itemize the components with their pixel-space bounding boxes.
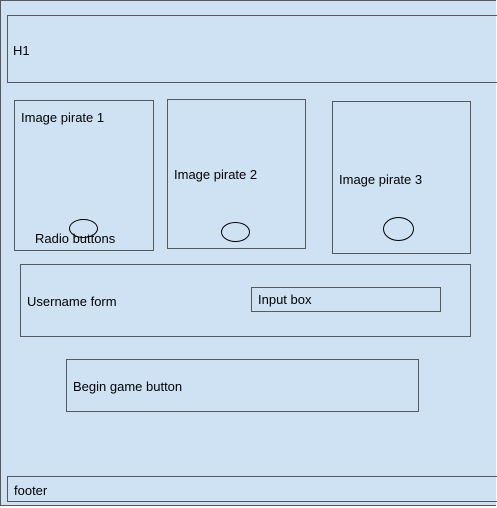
radio-button-3[interactable] xyxy=(383,217,414,241)
pirate-2-label: Image pirate 2 xyxy=(174,167,258,182)
header-box: H1 xyxy=(7,15,497,83)
pirate-card-1: Image pirate 1 Radio buttons xyxy=(14,100,154,251)
username-form: Username form Input box xyxy=(20,264,471,337)
radio-button-2[interactable] xyxy=(221,222,250,242)
pirate-card-2: Image pirate 2 xyxy=(167,99,306,249)
pirate-1-label: Image pirate 1 xyxy=(21,110,105,125)
radio-buttons-label: Radio buttons xyxy=(35,231,116,246)
radio-button-1[interactable] xyxy=(69,219,98,238)
username-input[interactable]: Input box xyxy=(251,287,441,312)
footer: footer xyxy=(7,476,497,502)
pirate-card-3: Image pirate 3 xyxy=(332,101,471,254)
input-box-label: Input box xyxy=(258,292,312,307)
begin-game-button[interactable]: Begin game button xyxy=(66,359,419,412)
begin-game-label: Begin game button xyxy=(73,379,183,394)
pirate-3-label: Image pirate 3 xyxy=(339,172,423,187)
username-form-label: Username form xyxy=(27,294,117,309)
footer-label: footer xyxy=(14,483,48,498)
header-label: H1 xyxy=(13,43,30,58)
